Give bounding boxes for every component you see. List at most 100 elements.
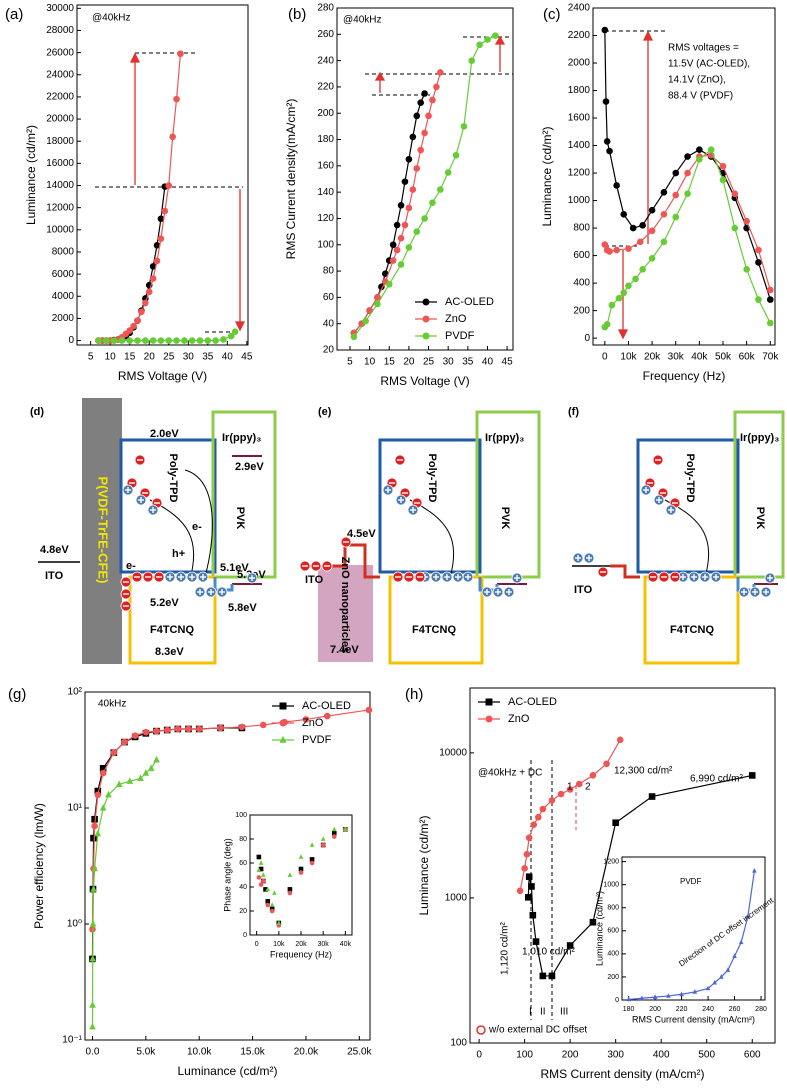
y-tick-label: 8000 xyxy=(52,247,75,258)
y-tick-label: 2200 xyxy=(568,30,591,41)
point xyxy=(405,204,413,212)
annotation: RMS voltages = xyxy=(668,43,739,54)
point xyxy=(672,213,680,221)
point xyxy=(94,791,102,799)
y-tick-label: 26000 xyxy=(46,47,74,58)
point xyxy=(606,248,613,255)
point xyxy=(660,211,668,218)
legend-label: AC-OLED xyxy=(445,296,494,308)
point xyxy=(409,133,417,141)
point xyxy=(516,887,524,895)
y-tick-label: 1200 xyxy=(603,858,619,865)
point xyxy=(755,296,762,303)
legend-label: PVDF xyxy=(302,734,332,746)
point xyxy=(142,337,149,344)
point xyxy=(534,813,542,821)
layer-label: PVK xyxy=(234,507,246,530)
panel-label: (g) xyxy=(8,686,26,703)
point xyxy=(421,90,428,97)
x-tick-label: 500 xyxy=(698,1050,715,1061)
y-tick-label: 800 xyxy=(607,905,619,912)
x-tick-label: 220 xyxy=(676,1006,688,1013)
point xyxy=(302,716,310,723)
x-tick-label: 10k xyxy=(273,941,285,948)
point xyxy=(382,270,389,278)
point xyxy=(422,332,430,340)
point xyxy=(149,275,157,282)
panel-label: (h) xyxy=(405,686,423,703)
point xyxy=(413,112,421,120)
electrode-label: ITO xyxy=(45,570,64,582)
point xyxy=(163,726,171,734)
x-tick-label: 45 xyxy=(241,352,253,363)
series-line xyxy=(628,870,756,1001)
point xyxy=(374,300,381,308)
point xyxy=(94,787,102,795)
arrow-head xyxy=(617,329,629,340)
panel-label: (c) xyxy=(543,6,561,23)
x-tick-label: 5.0k xyxy=(136,1047,156,1058)
point xyxy=(548,972,556,980)
point xyxy=(261,872,266,877)
x-tick-label: 40k xyxy=(691,352,708,363)
level-label: 5.2eV xyxy=(150,597,179,609)
point xyxy=(320,842,326,848)
point xyxy=(287,887,293,892)
point xyxy=(385,280,393,288)
point xyxy=(362,317,369,325)
legend-label: AC-OLED xyxy=(302,700,351,712)
point xyxy=(324,712,331,720)
point xyxy=(725,967,731,972)
level-label: 4.5eV xyxy=(347,528,376,540)
y-tick-label: 400 xyxy=(573,278,590,289)
y-tick-label: 24000 xyxy=(46,69,74,80)
point xyxy=(121,738,128,746)
y-tick-label: 1000 xyxy=(568,195,591,206)
annotation: 40kHz xyxy=(98,699,126,710)
point xyxy=(279,702,287,710)
layer-label: PVK xyxy=(754,507,766,530)
point xyxy=(169,133,176,141)
x-tick-label: 20k xyxy=(644,352,661,363)
point xyxy=(287,890,293,896)
point xyxy=(94,829,102,837)
point xyxy=(265,902,271,908)
point xyxy=(89,920,97,927)
level-label: 8.3eV xyxy=(155,646,184,658)
point xyxy=(413,228,421,235)
point xyxy=(258,882,264,887)
x-tick-label: 30k xyxy=(318,941,330,948)
annotation: 11.5V (AC-OLED), xyxy=(668,59,750,70)
x-tick-label: 0 xyxy=(255,941,259,948)
point xyxy=(188,337,196,344)
layer-label: F4TCNQ xyxy=(670,624,714,636)
level-label: 5.1eV xyxy=(220,562,249,574)
series-line xyxy=(91,727,242,959)
y-tick-label: 60 xyxy=(239,860,247,867)
point xyxy=(589,772,597,779)
y-tick-label: 20 xyxy=(323,345,335,356)
point xyxy=(660,189,668,196)
point xyxy=(731,224,739,232)
point xyxy=(153,257,161,265)
electron-path xyxy=(610,564,640,579)
point xyxy=(743,217,750,225)
annotation: 14.1V (ZnO), xyxy=(668,75,726,86)
annotation: @40kHz xyxy=(343,15,382,26)
point xyxy=(105,790,112,798)
y-tick-label: 100 xyxy=(450,1038,467,1049)
point xyxy=(625,282,632,290)
point xyxy=(269,906,275,911)
point xyxy=(748,772,756,779)
point xyxy=(269,908,275,914)
point xyxy=(149,263,157,270)
point xyxy=(365,706,373,714)
point xyxy=(743,266,750,273)
point xyxy=(525,834,533,842)
y-tick-label: 10² xyxy=(68,687,83,698)
plot-frame xyxy=(76,4,249,346)
series-line xyxy=(353,35,496,338)
x-tick-label: 20.0k xyxy=(294,1047,319,1058)
annotation: 2 xyxy=(585,782,591,793)
